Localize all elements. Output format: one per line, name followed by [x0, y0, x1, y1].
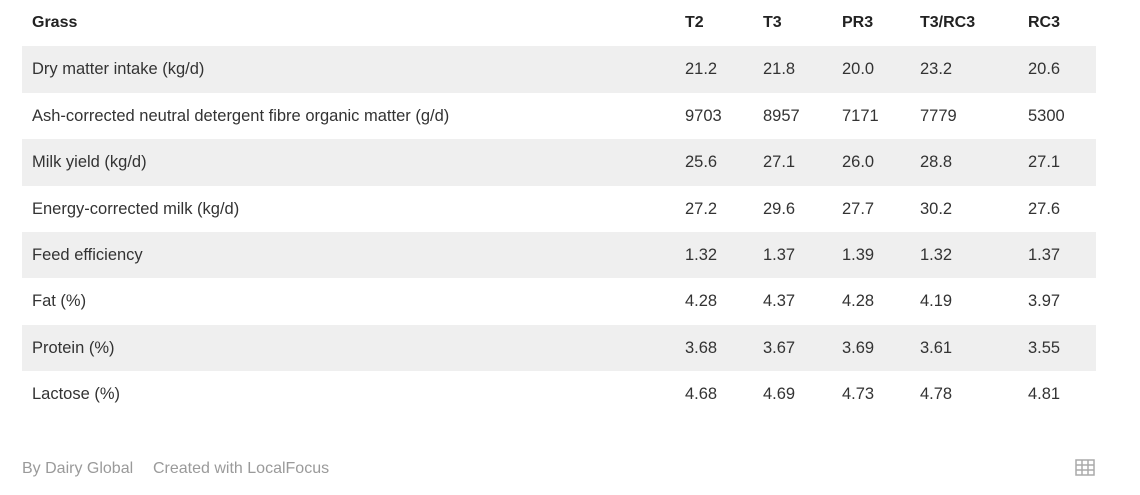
cell-value: 1.32 [920, 246, 953, 264]
cell-value: 21.8 [763, 60, 796, 79]
header-cell: PR3 [842, 14, 874, 31]
row-label: Lactose (%) [32, 385, 121, 404]
cell-value: 30.2 [920, 199, 953, 218]
header-cell: T2 [685, 14, 704, 31]
cell-value: 3.55 [1028, 338, 1061, 357]
cell-value: 1.39 [842, 246, 875, 264]
table-icon[interactable] [1075, 459, 1095, 477]
table-row: Ash-corrected neutral detergent fibre or… [22, 93, 1096, 139]
cell-value: 27.7 [842, 199, 875, 218]
table-row: Feed efficiency 1.32 1.37 1.39 1.32 1.37 [22, 232, 1096, 279]
cell-value: 3.68 [685, 338, 718, 357]
cell-value: 20.6 [1028, 60, 1061, 79]
row-label: Ash-corrected neutral detergent fibre or… [32, 106, 450, 125]
cell-value: 4.28 [842, 292, 875, 311]
row-label: Fat (%) [32, 292, 87, 311]
cell-value: 1.37 [1028, 246, 1061, 264]
row-label: Milk yield (kg/d) [32, 153, 147, 172]
cell-value: 3.69 [842, 338, 875, 357]
footer-credit[interactable]: Created with LocalFocus [153, 460, 330, 477]
cell-value: 4.37 [763, 292, 796, 311]
table-row: Dry matter intake (kg/d) 21.2 21.8 20.0 23.2… [22, 46, 1096, 93]
header-cell: T3/RC3 [920, 14, 976, 31]
cell-value: 5300 [1028, 106, 1065, 125]
cell-value: 20.0 [842, 60, 875, 79]
row-label: Energy-corrected milk (kg/d) [32, 199, 240, 218]
cell-value: 21.2 [685, 60, 718, 79]
cell-value: 4.69 [763, 385, 796, 404]
cell-value: 28.8 [920, 153, 953, 172]
cell-value: 9703 [685, 106, 722, 125]
cell-value: 7779 [920, 106, 957, 125]
cell-value: 4.81 [1028, 385, 1061, 404]
table-row: Fat (%) 4.28 4.37 4.28 4.19 3.97 [22, 278, 1096, 324]
cell-value: 1.32 [685, 246, 718, 264]
row-label: Dry matter intake (kg/d) [32, 60, 205, 79]
header-cell: RC3 [1028, 14, 1061, 31]
table-row: Protein (%) 3.68 3.67 3.69 3.61 3.55 [22, 324, 1096, 372]
cell-value: 29.6 [763, 199, 796, 218]
cell-value: 27.1 [1028, 153, 1061, 172]
cell-value: 4.78 [920, 385, 953, 404]
cell-value: 3.67 [763, 338, 796, 357]
cell-value: 27.2 [685, 199, 718, 218]
footer-source[interactable]: By Dairy Global [22, 460, 134, 477]
table-row: Milk yield (kg/d) 25.6 27.1 26.0 28.8 27.1 [22, 139, 1096, 186]
row-label: Protein (%) [32, 338, 115, 357]
cell-value: 4.73 [842, 385, 875, 404]
table-row: Lactose (%) 4.68 4.69 4.73 4.78 4.81 [22, 371, 1096, 417]
header-cell: T3 [763, 14, 782, 31]
header-cell: Grass [32, 14, 78, 31]
cell-value: 3.97 [1028, 292, 1061, 311]
cell-value: 23.2 [920, 60, 953, 79]
cell-value: 8957 [763, 106, 800, 125]
cell-value: 27.6 [1028, 199, 1061, 218]
cell-value: 4.28 [685, 292, 718, 311]
header-row: Grass T2 T3 PR3 T3/RC3 RC3 [22, 0, 1096, 46]
table-row: Energy-corrected milk (kg/d) 27.2 29.6 27.7… [22, 186, 1096, 232]
cell-value: 26.0 [842, 153, 875, 172]
cell-value: 25.6 [685, 153, 718, 172]
row-label: Feed efficiency [32, 246, 143, 264]
cell-value: 7171 [842, 106, 879, 125]
cell-value: 1.37 [763, 246, 796, 264]
cell-value: 3.61 [920, 338, 953, 357]
cell-value: 4.19 [920, 292, 953, 311]
cell-value: 4.68 [685, 385, 718, 404]
cell-value: 27.1 [763, 153, 796, 172]
